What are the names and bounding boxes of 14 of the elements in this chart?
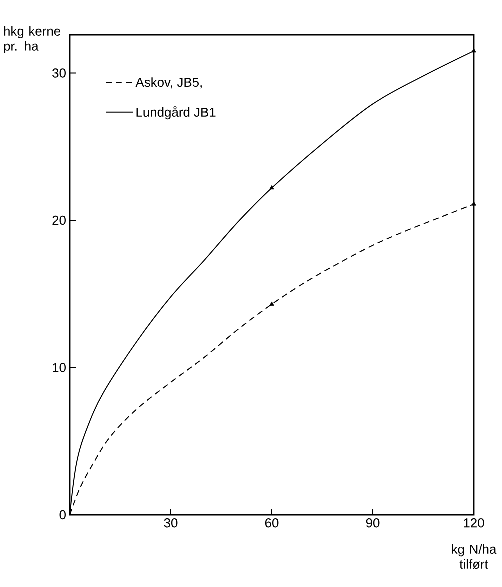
x-tick-label: 120: [464, 518, 484, 528]
y-tick-label: 0: [60, 510, 66, 520]
point: [270, 185, 274, 190]
y-tick-label: 30: [52, 68, 66, 78]
point: [270, 302, 274, 306]
x-tick-label: 90: [366, 518, 380, 528]
x-tick-label: 30: [164, 518, 178, 528]
legend-label: Askov, JB5,: [136, 78, 202, 89]
y-axis-title: hkg kerne pr. ha: [4, 26, 61, 54]
y-tick-label: 10: [53, 363, 66, 372]
x-tick-label: 60: [265, 518, 279, 528]
x-axis-title: kg N/ha tilført: [452, 544, 497, 570]
legend-label: Lundgård JB1: [136, 106, 216, 120]
y-tick-label: 20: [52, 216, 66, 226]
